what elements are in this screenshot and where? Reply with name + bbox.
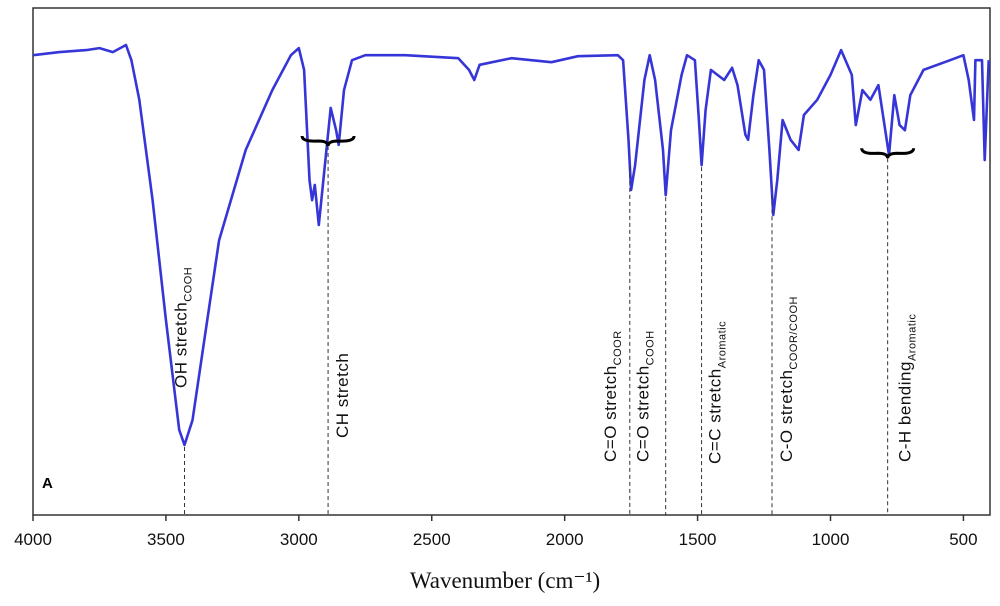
- annotation: C-H bendingAromatic: [896, 314, 918, 462]
- annotation-text: C-O stretch: [778, 370, 797, 462]
- x-tick-label: 2000: [546, 530, 584, 549]
- x-tick-label: 3000: [280, 530, 318, 549]
- x-tick-label: 1500: [679, 530, 717, 549]
- annotation-text: OH stretch: [172, 302, 191, 388]
- panel-label: A: [42, 475, 53, 492]
- x-tick-label: 4000: [14, 530, 52, 549]
- plot-frame: [32, 7, 991, 516]
- annotation-text: C=O stretch: [601, 365, 620, 462]
- annotation: OH stretchCOOH: [172, 267, 194, 388]
- annotation: C-O stretchCOOR/COOH: [778, 296, 800, 462]
- x-tick-label: 500: [949, 530, 977, 549]
- spectrum-line: [32, 43, 990, 447]
- annotation-text: C=C stretch: [706, 368, 725, 464]
- brace: [860, 148, 916, 159]
- x-tick-label: 2500: [413, 530, 451, 549]
- x-tick-label: 3500: [147, 530, 185, 549]
- annotation: CH stretch: [334, 353, 353, 438]
- annotation: C=O stretchCOOR: [601, 330, 623, 462]
- annotation: C=C stretchAromatic: [706, 321, 728, 464]
- annotation-sub: COOR/COOH: [788, 296, 800, 370]
- x-tick-label: 1000: [812, 530, 850, 549]
- annotation: C=O stretchCOOH: [634, 330, 656, 462]
- annotation-sub: COOH: [645, 330, 657, 365]
- annotation-sub: COOR: [612, 330, 624, 365]
- annotation-sub: COOH: [182, 267, 194, 302]
- annotation-text: CH stretch: [334, 353, 353, 438]
- annotation-text: C-H bending: [896, 361, 915, 462]
- x-axis-label: Wavenumber (cm⁻¹): [410, 568, 600, 593]
- annotation-text: C=O stretch: [634, 365, 653, 462]
- annotation-sub: Aromatic: [907, 314, 919, 361]
- annotation-sub: Aromatic: [716, 321, 728, 368]
